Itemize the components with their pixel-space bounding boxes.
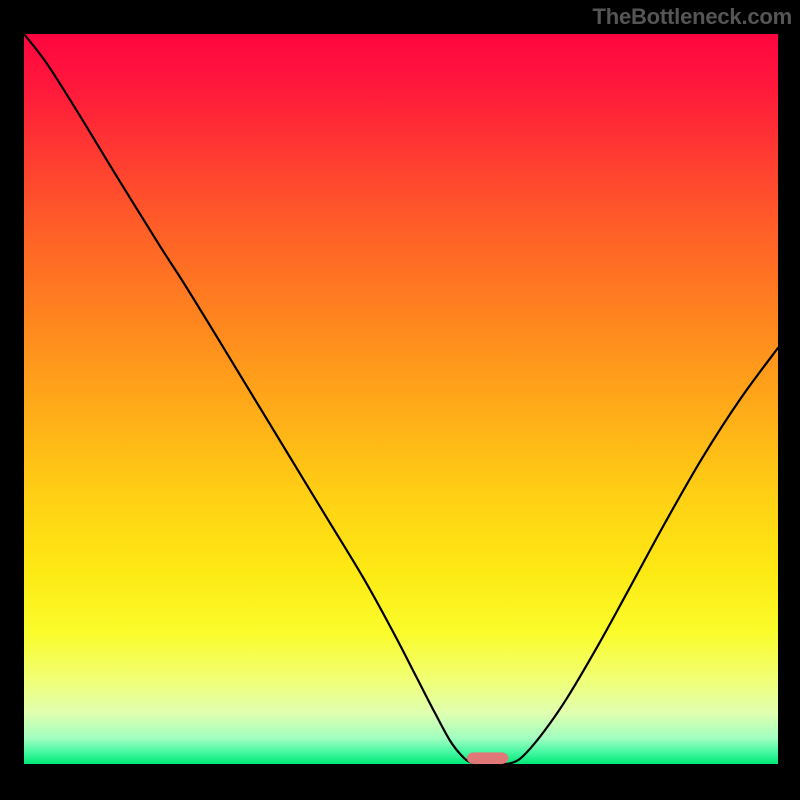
chart-background	[24, 34, 778, 764]
optimum-marker	[467, 752, 508, 764]
watermark-text: TheBottleneck.com	[592, 4, 792, 30]
bottleneck-chart: TheBottleneck.com	[0, 0, 800, 800]
chart-canvas	[0, 0, 800, 800]
